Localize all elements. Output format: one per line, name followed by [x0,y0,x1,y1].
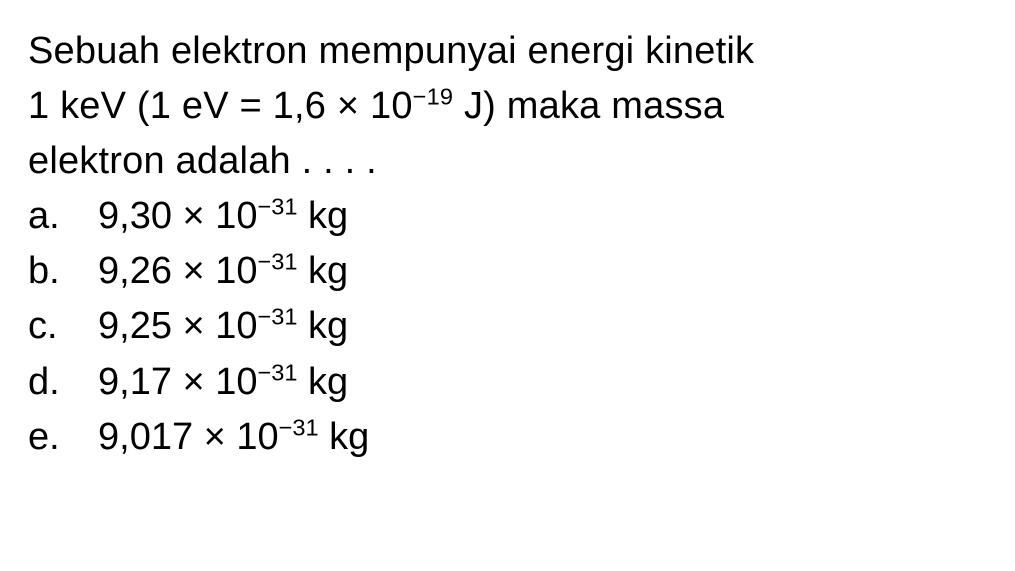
question-line-3: elektron adalah . . . . [28,134,987,189]
opt-exp: −31 [279,414,319,440]
opt-post: kg [319,416,370,458]
opt-pre: 9,30 × 10 [98,195,258,237]
opt-exp: −31 [258,249,298,275]
question-line-2: 1 keV (1 eV = 1,6 × 10−19 J) maka massa [28,79,987,134]
q2-exp: −19 [413,83,454,109]
opt-pre: 9,017 × 10 [98,416,279,458]
option-d: d. 9,17 × 10−31 kg [28,355,987,410]
opt-exp: −31 [258,304,298,330]
option-c: c. 9,25 × 10−31 kg [28,299,987,354]
option-label: a. [28,189,98,244]
opt-post: kg [298,305,349,347]
question-line-1: Sebuah elektron mempunyai energi kinetik [28,24,987,79]
option-text: 9,30 × 10−31 kg [98,189,987,244]
opt-pre: 9,26 × 10 [98,250,258,292]
option-e: e. 9,017 × 10−31 kg [28,410,987,465]
opt-post: kg [298,195,349,237]
q2-post: J) maka massa [453,85,724,127]
opt-exp: −31 [258,359,298,385]
option-a: a. 9,30 × 10−31 kg [28,189,987,244]
option-label: d. [28,355,98,410]
opt-pre: 9,17 × 10 [98,361,258,403]
opt-post: kg [298,361,349,403]
option-label: c. [28,299,98,354]
option-text: 9,26 × 10−31 kg [98,244,987,299]
opt-exp: −31 [258,194,298,220]
opt-pre: 9,25 × 10 [98,305,258,347]
option-b: b. 9,26 × 10−31 kg [28,244,987,299]
option-text: 9,25 × 10−31 kg [98,299,987,354]
option-text: 9,17 × 10−31 kg [98,355,987,410]
opt-post: kg [298,250,349,292]
option-label: b. [28,244,98,299]
q2-pre: 1 keV (1 eV = 1,6 × 10 [28,85,413,127]
option-label: e. [28,410,98,465]
option-text: 9,017 × 10−31 kg [98,410,987,465]
